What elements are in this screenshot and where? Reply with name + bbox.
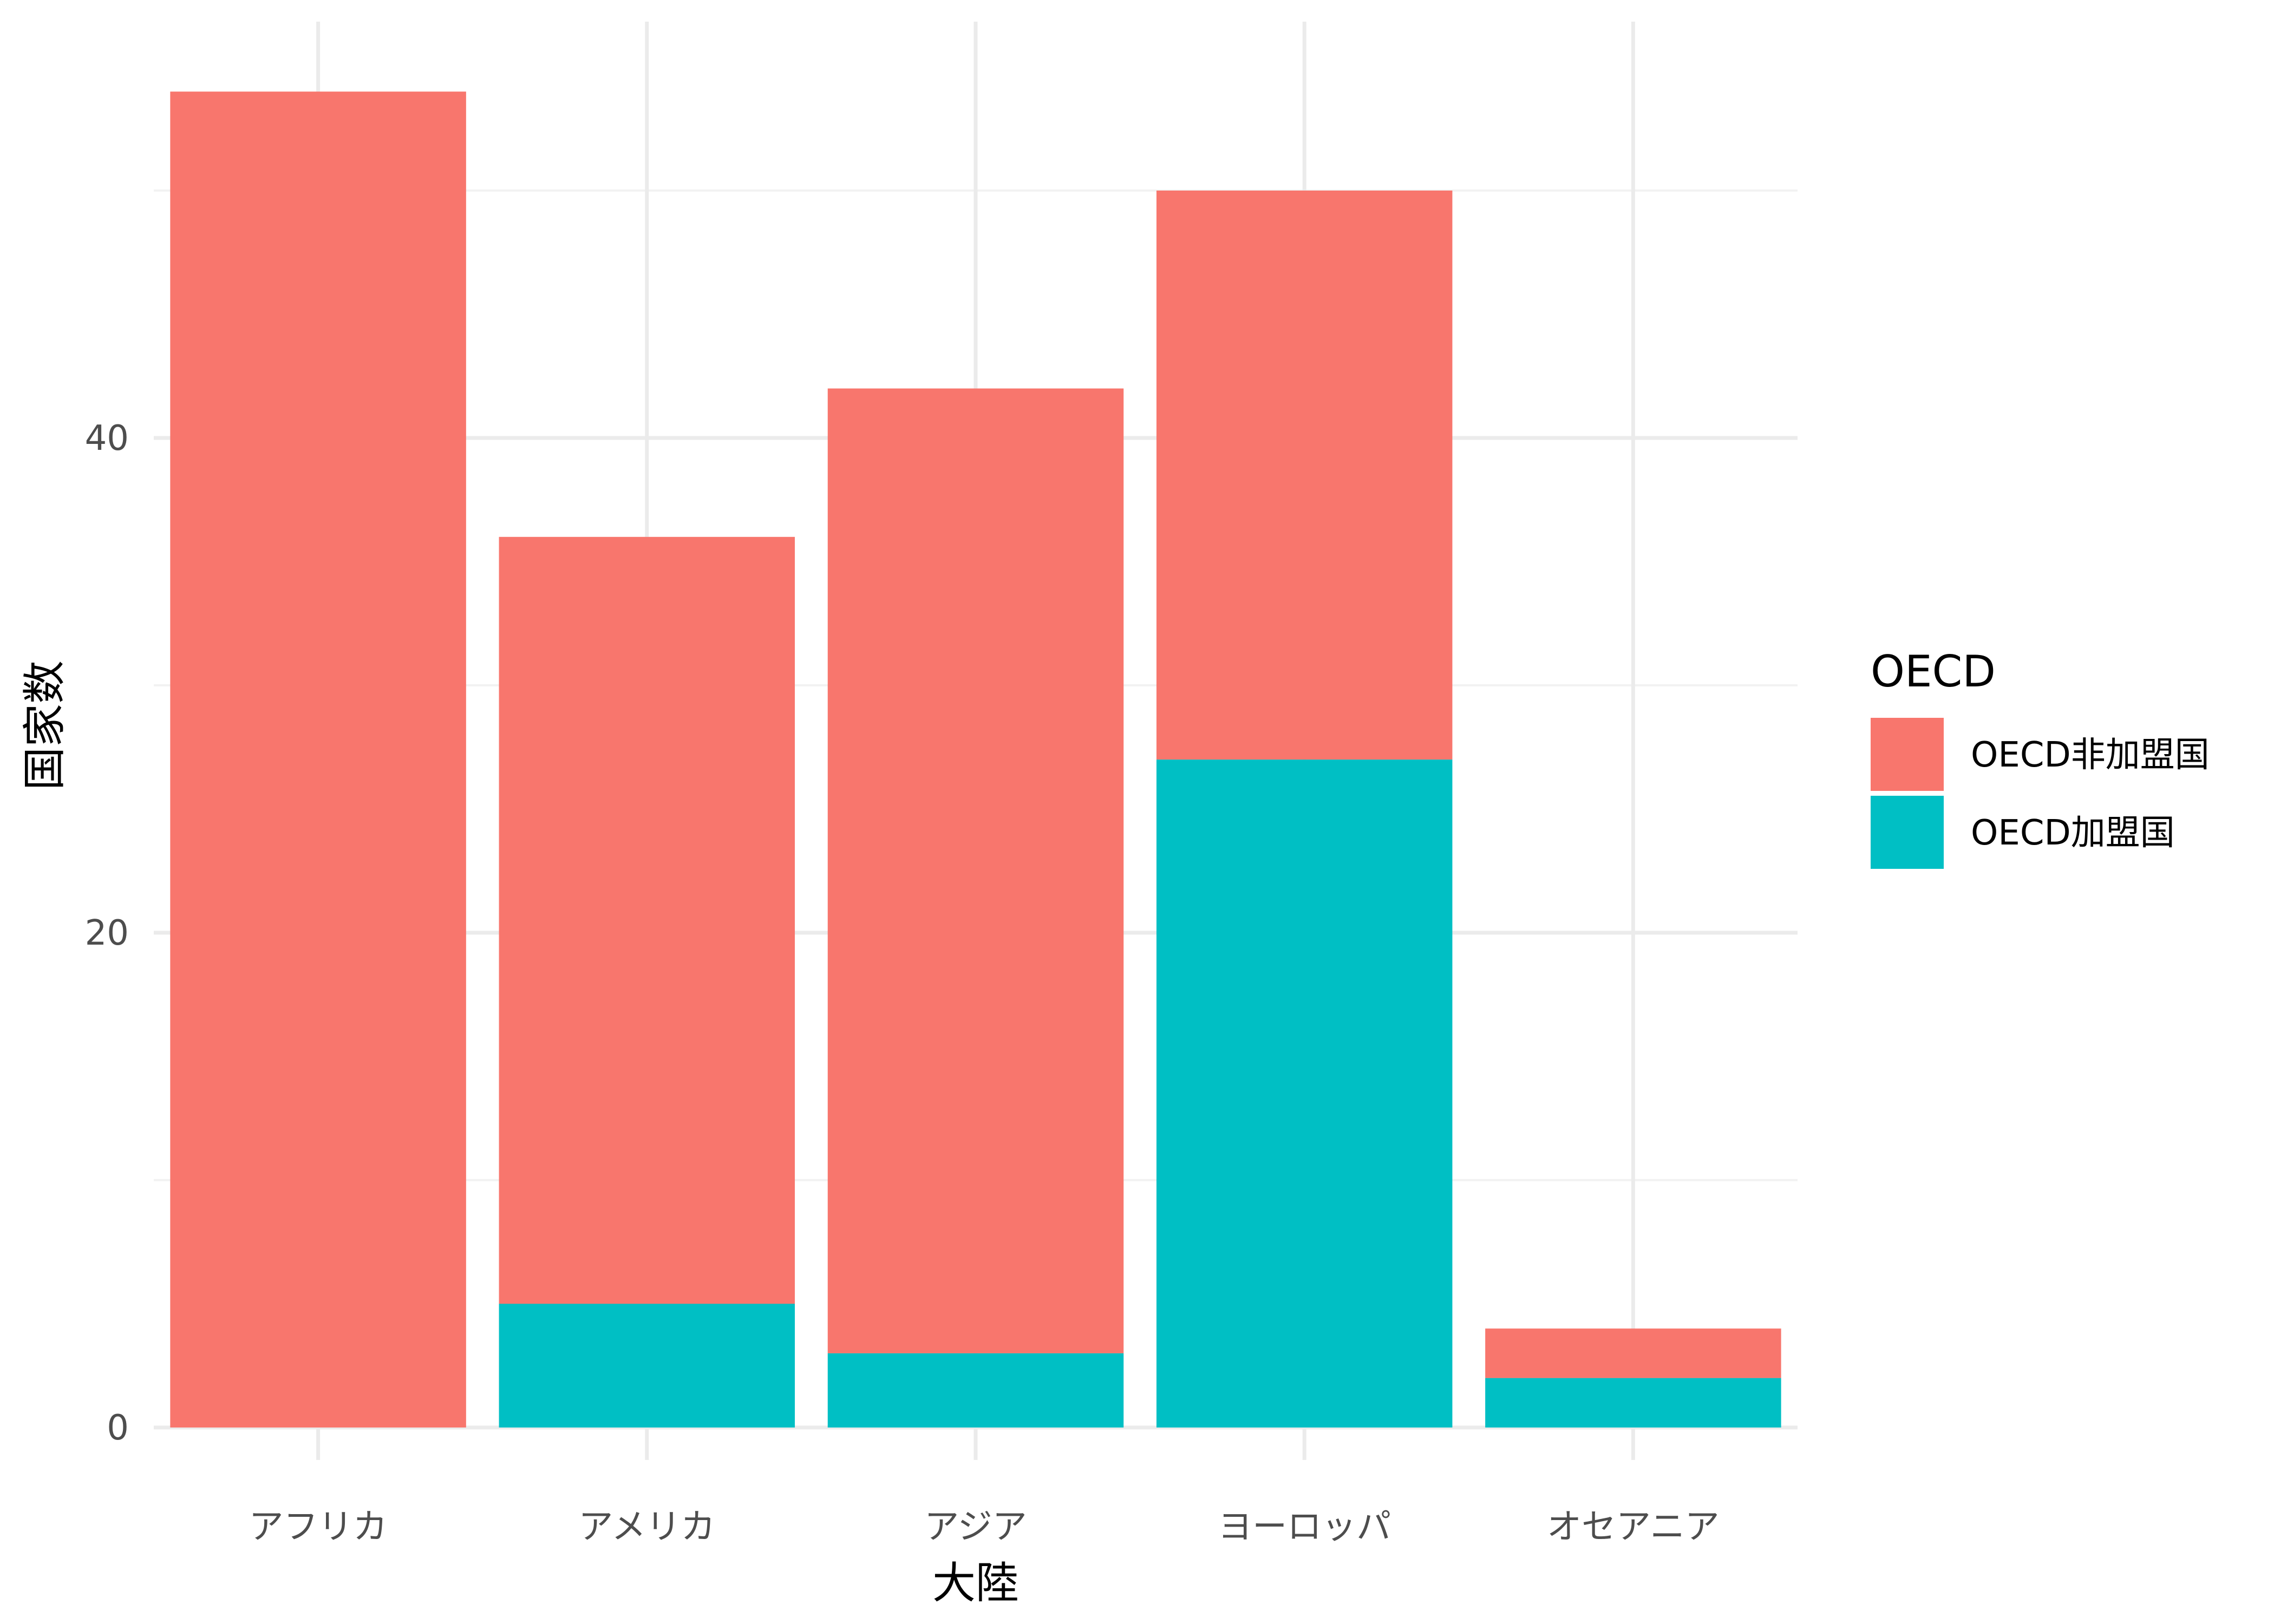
legend-title: OECD <box>1871 646 1996 697</box>
bar-segment <box>1156 759 1453 1427</box>
bar-segment <box>1156 191 1453 760</box>
bar-segment <box>1485 1378 1781 1427</box>
bar-segment <box>827 388 1124 1353</box>
x-tick-label: アジア <box>924 1507 1027 1547</box>
x-tick-label: オセアニア <box>1547 1507 1720 1547</box>
y-tick-label: 0 <box>107 1408 129 1448</box>
bar-segment <box>170 91 466 1428</box>
bar-segment <box>499 1304 795 1427</box>
y-axis-title: 国家数 <box>19 660 70 790</box>
x-tick-label: ヨーロッパ <box>1218 1507 1391 1547</box>
bar-segment <box>827 1353 1124 1427</box>
x-tick-labels: アフリカ アメリカ アジア ヨーロッパ オセアニア <box>249 1507 1720 1547</box>
bar-segment <box>499 536 795 1304</box>
legend-label: OECD非加盟国 <box>1971 735 2210 775</box>
bar-segment <box>1485 1328 1781 1378</box>
bars <box>170 91 1781 1428</box>
x-tick-label: アメリカ <box>578 1507 715 1547</box>
legend-swatch <box>1871 796 1944 869</box>
y-tick-labels: 0 20 40 <box>85 418 129 1448</box>
y-tick-label: 20 <box>85 913 129 953</box>
x-tick-label: アフリカ <box>249 1507 388 1547</box>
legend: OECD OECD非加盟国 OECD加盟国 <box>1871 646 2210 869</box>
y-tick-label: 40 <box>85 418 129 459</box>
x-axis-title: 大陸 <box>932 1558 1019 1608</box>
legend-label: OECD加盟国 <box>1971 813 2175 853</box>
legend-swatch <box>1871 718 1944 791</box>
